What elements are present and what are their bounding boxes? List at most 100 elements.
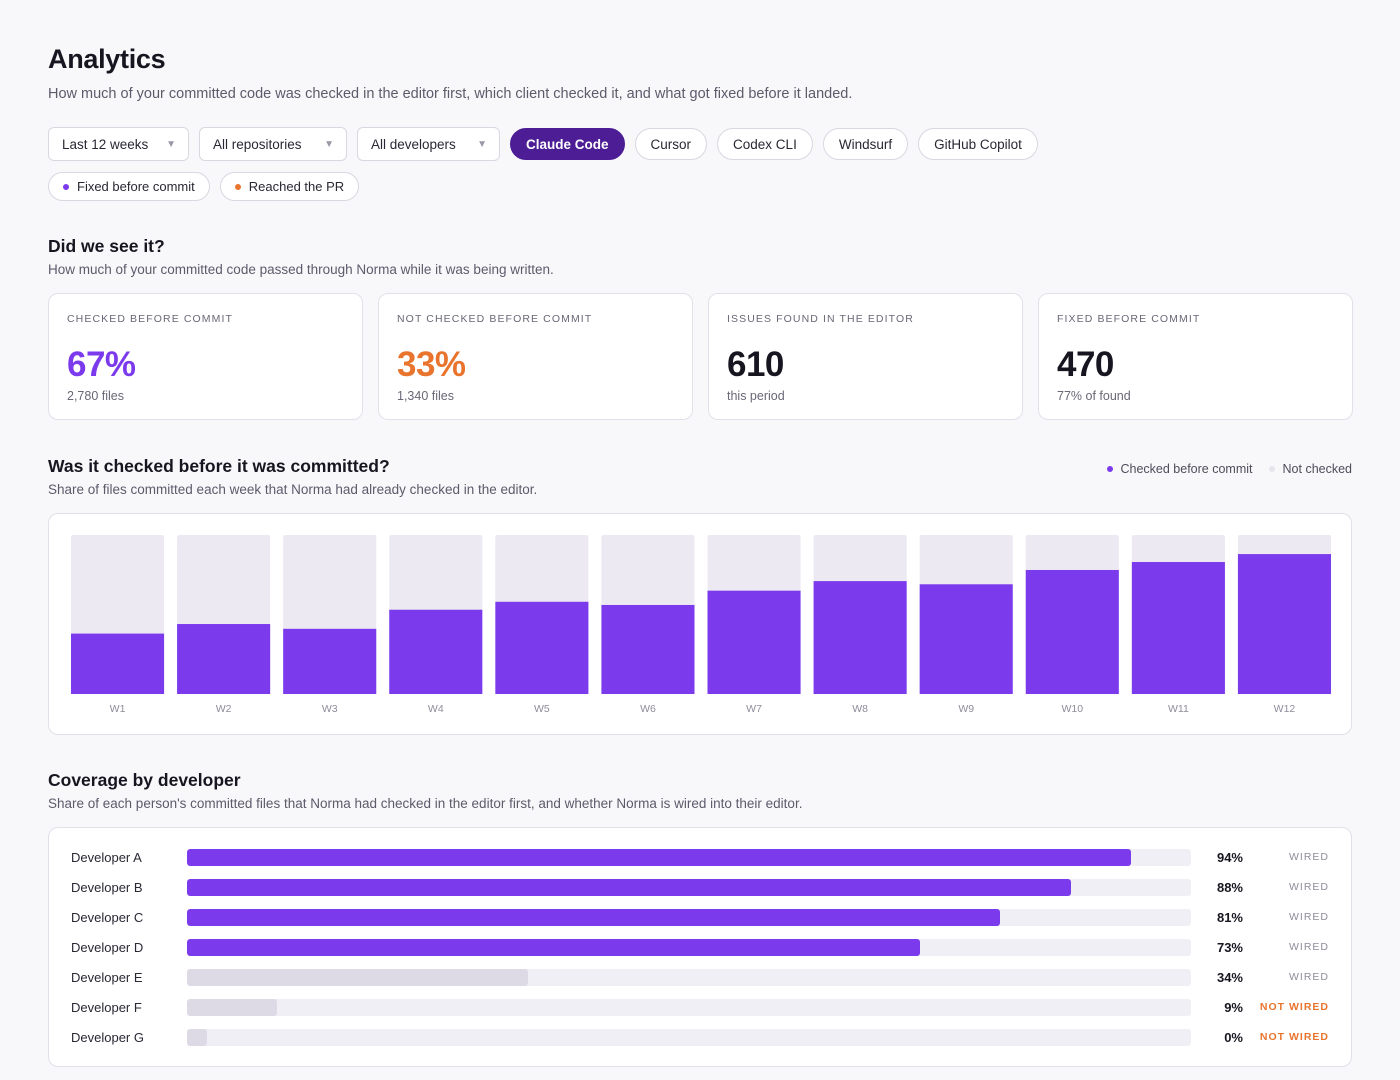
bar-checked-w11 (1131, 562, 1225, 694)
wired-status-badge: WIRED (1289, 851, 1329, 863)
period-select-value: Last 12 weeks (62, 136, 149, 152)
metric-toggles: Fixed before commit Reached the PR (48, 172, 360, 201)
stat-card-fixed: Fixed before commit 470 77% of found (1038, 293, 1353, 420)
bar-checked-w4 (389, 609, 483, 694)
coverage-bar-track (187, 878, 1191, 896)
grey-dot-icon (1268, 466, 1275, 472)
repository-select-value: All repositories (213, 136, 302, 152)
stat-card-label: Issues found in the editor (727, 313, 914, 325)
developer-name: Developer F (71, 999, 142, 1015)
stat-card-sub: 2,780 files (67, 389, 124, 403)
developer-select[interactable]: All developers ▼ (357, 127, 500, 161)
coverage-percent: 34% (1216, 969, 1243, 985)
developer-row: Developer E 34% WIRED (49, 968, 1351, 986)
client-chip-codex-cli[interactable]: Codex CLI (717, 128, 813, 160)
coverage-bar-fill (187, 968, 529, 986)
weekly-subheading: Share of files committed each week that … (48, 482, 538, 497)
stat-card-value: 33% (397, 345, 466, 384)
coverage-bar-track (187, 908, 1191, 926)
coverage-bar-fill (187, 908, 1001, 926)
wired-status-badge: WIRED (1289, 881, 1329, 893)
chevron-down-icon: ▼ (166, 138, 176, 150)
x-tick-label: W4 (428, 703, 444, 715)
bar-checked-w6 (601, 604, 695, 694)
coverage-bar-fill (187, 938, 920, 956)
developer-row: Developer D 73% WIRED (49, 938, 1351, 956)
client-chip-windsurf[interactable]: Windsurf (822, 128, 909, 160)
filter-bar: Last 12 weeks ▼ All repositories ▼ All d… (48, 127, 1038, 161)
legend-not-checked-label: Not checked (1282, 462, 1352, 476)
coverage-heading: Coverage by developer (48, 770, 241, 790)
bar-checked-w10 (1025, 569, 1119, 694)
developer-name: Developer G (71, 1029, 144, 1045)
bar-checked-w7 (707, 590, 801, 694)
page-subtitle: How much of your committed code was chec… (48, 86, 853, 102)
coverage-percent: 88% (1216, 879, 1243, 895)
stat-card-sub: this period (727, 389, 785, 403)
stat-card-value: 610 (727, 345, 784, 384)
x-tick-label: W5 (534, 703, 550, 715)
developer-select-value: All developers (371, 136, 456, 152)
x-tick-label: W7 (746, 703, 762, 715)
stat-card-label: Not checked before commit (397, 313, 593, 325)
wired-status-badge: NOT WIRED (1259, 1001, 1329, 1013)
stat-card-checked: Checked before commit 67% 2,780 files (48, 293, 363, 420)
coverage-bar-track (187, 998, 1191, 1016)
toggle-fixed-label: Fixed before commit (77, 179, 195, 194)
client-chip-github-copilot[interactable]: GitHub Copilot (918, 128, 1038, 160)
period-select[interactable]: Last 12 weeks ▼ (48, 127, 189, 161)
x-tick-label: W2 (216, 703, 232, 715)
chevron-down-icon: ▼ (477, 138, 487, 150)
seen-heading: Did we see it? (48, 236, 165, 256)
coverage-bar-track (187, 968, 1191, 986)
purple-dot-icon (63, 183, 69, 190)
x-tick-label: W3 (322, 703, 338, 715)
coverage-bar-fill (187, 1028, 208, 1046)
seen-subheading: How much of your committed code passed t… (48, 262, 554, 277)
coverage-percent: 9% (1224, 999, 1243, 1015)
stat-card-not-checked: Not checked before commit 33% 1,340 file… (378, 293, 693, 420)
legend-item-not-checked: Not checked (1268, 462, 1352, 476)
developer-row: Developer A 94% WIRED (49, 848, 1351, 866)
toggle-reached-the-pr[interactable]: Reached the PR (219, 172, 360, 201)
legend-checked-label: Checked before commit (1120, 462, 1253, 476)
stat-card-issues-found: Issues found in the editor 610 this peri… (708, 293, 1023, 420)
weekly-stacked-bar-chart: W1 W2 W3 W4 W5 W6 W7 W8 W9 W10 W11 W12 (71, 535, 1331, 715)
coverage-bar-track (187, 938, 1191, 956)
weekly-heading: Was it checked before it was committed? (48, 456, 390, 476)
bar-checked-w1 (71, 633, 165, 694)
stat-card-value: 67% (67, 345, 136, 384)
developer-name: Developer B (71, 879, 143, 895)
toggle-fixed-before-commit[interactable]: Fixed before commit (48, 172, 210, 201)
developer-row: Developer B 88% WIRED (49, 878, 1351, 896)
coverage-bar-track (187, 848, 1191, 866)
coverage-bar-fill (187, 878, 1071, 896)
bar-checked-w9 (919, 584, 1013, 694)
stat-card-label: Fixed before commit (1057, 313, 1201, 325)
wired-status-badge: WIRED (1289, 941, 1329, 953)
coverage-bar-track (187, 1028, 1191, 1046)
stat-card-value: 470 (1057, 345, 1114, 384)
developer-row: Developer F 9% NOT WIRED (49, 998, 1351, 1016)
coverage-percent: 81% (1216, 909, 1243, 925)
bar-checked-w12 (1237, 554, 1331, 694)
client-chip-claude-code[interactable]: Claude Code (510, 128, 625, 160)
client-chip-cursor[interactable]: Cursor (634, 128, 708, 160)
repository-select[interactable]: All repositories ▼ (199, 127, 347, 161)
chevron-down-icon: ▼ (324, 138, 334, 150)
x-tick-label: W10 (1061, 703, 1083, 715)
x-tick-label: W12 (1274, 703, 1296, 715)
x-tick-label: W1 (110, 703, 126, 715)
wired-status-badge: WIRED (1289, 911, 1329, 923)
page-title: Analytics (48, 44, 166, 74)
stat-cards: Checked before commit 67% 2,780 files No… (48, 293, 1353, 420)
wired-status-badge: NOT WIRED (1259, 1031, 1329, 1043)
coverage-bar-fill (187, 848, 1131, 866)
x-tick-label: W6 (640, 703, 656, 715)
coverage-percent: 73% (1216, 939, 1243, 955)
coverage-percent: 0% (1224, 1029, 1243, 1045)
developer-row: Developer G 0% NOT WIRED (49, 1028, 1351, 1046)
orange-dot-icon (234, 183, 241, 190)
purple-dot-icon (1106, 466, 1113, 472)
coverage-subheading: Share of each person's committed files t… (48, 796, 803, 811)
